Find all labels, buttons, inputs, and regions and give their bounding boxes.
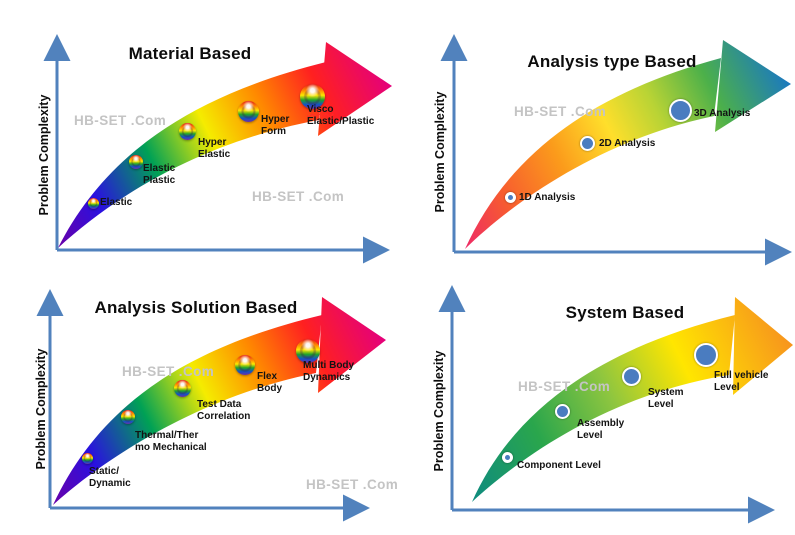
label-line: Static/ bbox=[89, 466, 120, 477]
curve-arrow-band bbox=[465, 58, 721, 249]
point-label-assembly-level: Assembly Level bbox=[577, 418, 624, 442]
label-line: Dynamic bbox=[89, 478, 131, 489]
point-label-multi-body: Multi Body Dynamics bbox=[303, 360, 354, 384]
label-line: Elastic/Plastic bbox=[307, 116, 375, 127]
chart-title: Analysis type Based bbox=[527, 52, 697, 71]
point-label-test-data: Test Data Correlation bbox=[197, 399, 250, 423]
label-line: Dynamics bbox=[303, 372, 351, 383]
label-line: Multi Body bbox=[303, 360, 355, 371]
point-label-visco: Visco Elastic/Plastic bbox=[307, 104, 374, 128]
label-line: Component Level bbox=[517, 460, 601, 471]
y-axis-label: Problem Complexity bbox=[37, 94, 51, 216]
curve-arrow-band bbox=[58, 62, 326, 248]
chart-title: Material Based bbox=[128, 44, 252, 63]
label-line: Test Data bbox=[197, 399, 242, 410]
panel-analysis-solution-based: Analysis Solution Based Problem Complexi… bbox=[0, 267, 399, 535]
analysis-type-plot bbox=[440, 34, 792, 266]
point-marker-component-level bbox=[502, 452, 513, 463]
watermark: HB-SET .Com bbox=[74, 113, 167, 128]
label-line-misspelled: Visco bbox=[307, 104, 334, 115]
panel-analysis-type-based: Analysis type Based Problem Complexity H… bbox=[397, 0, 795, 267]
chart-title: System Based bbox=[565, 303, 685, 322]
label-line: System bbox=[648, 387, 684, 398]
watermark: HB-SET .Com bbox=[122, 364, 215, 379]
point-marker-test-data bbox=[174, 380, 191, 397]
curve-arrow-head bbox=[318, 42, 392, 136]
panel-system-based: System Based Problem Complexity HB-SET .… bbox=[397, 267, 795, 535]
label-line: Assembly bbox=[577, 418, 625, 429]
point-marker-hyper-form bbox=[238, 101, 259, 122]
label-line: Thermal/Ther bbox=[135, 430, 199, 441]
point-label-static-dynamic: Static/ Dynamic bbox=[89, 466, 131, 490]
label-line: Elastic bbox=[143, 163, 176, 174]
y-axis-label: Problem Complexity bbox=[34, 348, 48, 470]
point-marker-1d-analysis bbox=[505, 192, 516, 203]
point-label-hyper-form: Hyper Form bbox=[261, 114, 289, 138]
chart-title: Analysis Solution Based bbox=[94, 298, 298, 317]
label-line: mo Mechanical bbox=[135, 442, 207, 453]
point-label-hyper-elastic: Hyper Elastic bbox=[198, 137, 230, 161]
panel-material-based: Material Based Problem Complexity HB-SET… bbox=[0, 0, 397, 267]
point-marker-static-dynamic bbox=[82, 453, 93, 464]
label-line: Flex bbox=[257, 371, 278, 382]
point-label-thermal: Thermal/Ther mo Mechanical bbox=[135, 430, 207, 454]
watermark: HB-SET .Com bbox=[306, 477, 399, 492]
label-line: Plastic bbox=[143, 175, 176, 186]
point-marker-3d-analysis bbox=[669, 99, 692, 122]
system-based-plot bbox=[438, 285, 793, 524]
label-line: Elastic bbox=[100, 197, 133, 208]
point-marker-hyper-elastic bbox=[179, 123, 196, 140]
point-marker-multi-body bbox=[296, 339, 320, 363]
point-label-1d-analysis: 1D Analysis bbox=[519, 192, 575, 204]
material-based-plot bbox=[43, 34, 392, 264]
label-line: Full vehicle bbox=[714, 370, 769, 381]
y-axis-label: Problem Complexity bbox=[432, 350, 446, 472]
point-marker-system-level bbox=[622, 367, 641, 386]
label-line: Level bbox=[714, 382, 740, 393]
point-marker-thermal bbox=[121, 410, 135, 424]
point-marker-full-vehicle-level bbox=[694, 343, 718, 367]
point-marker-visco bbox=[300, 84, 325, 109]
label-line: Hyper bbox=[198, 137, 227, 148]
point-label-system-level: System Level bbox=[648, 387, 684, 411]
label-line: Elastic bbox=[198, 149, 231, 160]
label-line: Level bbox=[648, 399, 674, 410]
point-label-3d-analysis: 3D Analysis bbox=[694, 108, 750, 120]
point-marker-2d-analysis bbox=[580, 136, 595, 151]
label-line: 2D Analysis bbox=[599, 138, 656, 149]
point-marker-flex-body bbox=[235, 355, 255, 375]
point-marker-elastic-plastic bbox=[129, 155, 143, 169]
point-label-2d-analysis: 2D Analysis bbox=[599, 138, 655, 150]
label-line: Body bbox=[257, 383, 282, 394]
label-line: Form bbox=[261, 126, 286, 137]
curve-arrow-head bbox=[715, 40, 791, 132]
point-label-elastic: Elastic bbox=[100, 197, 132, 209]
point-label-full-vehicle-level: Full vehicle Level bbox=[714, 370, 768, 394]
point-label-flex-body: Flex Body bbox=[257, 371, 282, 395]
label-line: Hyper bbox=[261, 114, 290, 125]
curve-arrow-head bbox=[733, 297, 793, 395]
watermark: HB-SET .Com bbox=[518, 379, 611, 394]
watermark: HB-SET .Com bbox=[514, 104, 607, 119]
curve-arrow-head bbox=[318, 297, 386, 393]
label-line: Level bbox=[577, 430, 603, 441]
point-label-elastic-plastic: Elastic Plastic bbox=[143, 163, 175, 187]
point-marker-assembly-level bbox=[555, 404, 570, 419]
label-line: 1D Analysis bbox=[519, 192, 576, 203]
label-line: 3D Analysis bbox=[694, 108, 751, 119]
label-line: Correlation bbox=[197, 411, 251, 422]
point-marker-elastic bbox=[88, 198, 99, 209]
point-label-component-level: Component Level bbox=[517, 460, 601, 472]
watermark: HB-SET .Com bbox=[252, 189, 345, 204]
curve-arrow-band bbox=[472, 315, 735, 502]
y-axis-label: Problem Complexity bbox=[433, 91, 447, 213]
